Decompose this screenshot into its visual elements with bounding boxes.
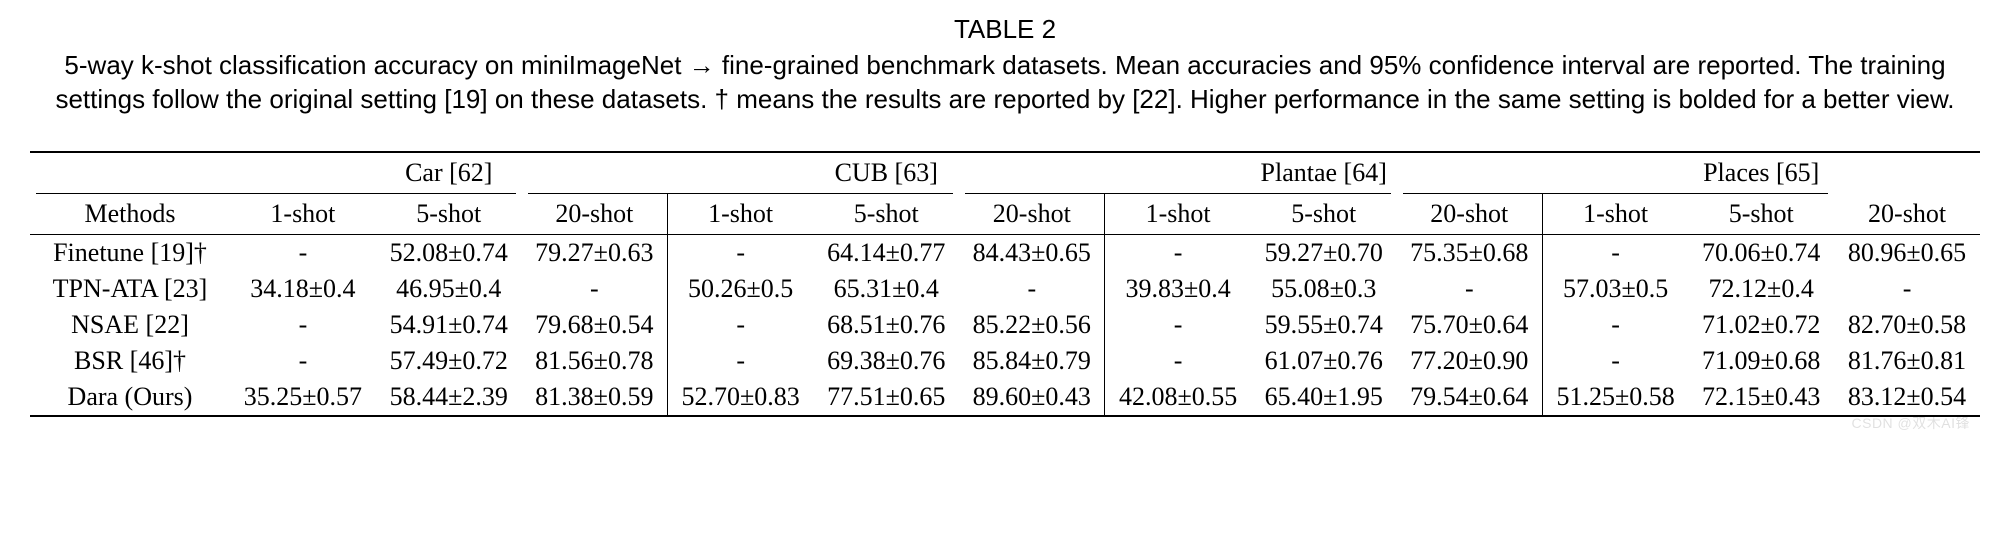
value-cell: 59.55±0.74 — [1251, 307, 1397, 343]
value-cell: 34.18±0.4 — [230, 271, 376, 307]
watermark: CSDN @双木AI锋 — [1852, 413, 1971, 433]
group-header-cub: CUB [63] — [667, 152, 1104, 193]
value-cell: - — [1397, 271, 1543, 307]
table-row: TPN-ATA [23]34.18±0.446.95±0.4-50.26±0.5… — [30, 271, 1980, 307]
value-cell: 65.31±0.4 — [813, 271, 959, 307]
value-cell: 79.54±0.64 — [1397, 379, 1543, 415]
value-cell: 70.06±0.74 — [1688, 235, 1834, 271]
value-cell: 57.49±0.72 — [376, 343, 522, 379]
col-20shot: 20-shot — [959, 194, 1105, 235]
group-header-plantae: Plantae [64] — [1105, 152, 1542, 193]
value-cell: 84.43±0.65 — [959, 235, 1105, 271]
value-cell: 80.96±0.65 — [1834, 235, 1980, 271]
col-1shot: 1-shot — [1542, 194, 1688, 235]
col-1shot: 1-shot — [1105, 194, 1251, 235]
value-cell: - — [959, 271, 1105, 307]
value-cell: 61.07±0.76 — [1251, 343, 1397, 379]
method-cell: TPN-ATA [23] — [30, 271, 230, 307]
group-header-places: Places [65] — [1542, 152, 1980, 193]
col-5shot: 5-shot — [1688, 194, 1834, 235]
value-cell: 81.56±0.78 — [522, 343, 668, 379]
method-cell: NSAE [22] — [30, 307, 230, 343]
page: TABLE 2 5-way k-shot classification accu… — [0, 0, 2010, 437]
value-cell: 85.22±0.56 — [959, 307, 1105, 343]
table-row: BSR [46]†-57.49±0.7281.56±0.78-69.38±0.7… — [30, 343, 1980, 379]
table-body: Finetune [19]†-52.08±0.7479.27±0.63-64.1… — [30, 235, 1980, 415]
methods-header-spacer: Methods — [30, 194, 230, 235]
value-cell: 54.91±0.74 — [376, 307, 522, 343]
value-cell: 75.70±0.64 — [1397, 307, 1543, 343]
value-cell: - — [230, 307, 376, 343]
method-cell: Dara (Ours) — [30, 379, 230, 415]
value-cell: - — [1542, 307, 1688, 343]
value-cell: - — [667, 343, 813, 379]
value-cell: 69.38±0.76 — [813, 343, 959, 379]
col-20shot: 20-shot — [1397, 194, 1543, 235]
value-cell: 64.14±0.77 — [813, 235, 959, 271]
value-cell: 77.51±0.65 — [813, 379, 959, 415]
value-cell: 42.08±0.55 — [1105, 379, 1251, 415]
table-header-shots: Methods 1-shot 5-shot 20-shot 1-shot 5-s… — [30, 194, 1980, 235]
value-cell: 72.12±0.4 — [1688, 271, 1834, 307]
col-5shot: 5-shot — [376, 194, 522, 235]
value-cell: 71.02±0.72 — [1688, 307, 1834, 343]
value-cell: 52.08±0.74 — [376, 235, 522, 271]
value-cell: 50.26±0.5 — [667, 271, 813, 307]
value-cell: 71.09±0.68 — [1688, 343, 1834, 379]
value-cell: - — [1105, 307, 1251, 343]
value-cell: 39.83±0.4 — [1105, 271, 1251, 307]
value-cell: 83.12±0.54 — [1834, 379, 1980, 415]
value-cell: 81.38±0.59 — [522, 379, 668, 415]
value-cell: - — [1542, 235, 1688, 271]
value-cell: 81.76±0.81 — [1834, 343, 1980, 379]
value-cell: - — [230, 235, 376, 271]
value-cell: 85.84±0.79 — [959, 343, 1105, 379]
value-cell: - — [1834, 271, 1980, 307]
value-cell: 58.44±2.39 — [376, 379, 522, 415]
value-cell: - — [1105, 235, 1251, 271]
value-cell: 57.03±0.5 — [1542, 271, 1688, 307]
col-20shot: 20-shot — [1834, 194, 1980, 235]
col-5shot: 5-shot — [1251, 194, 1397, 235]
value-cell: - — [667, 235, 813, 271]
method-cell: Finetune [19]† — [30, 235, 230, 271]
table-header-groups: Car [62] CUB [63] Plantae [64] Places [6… — [30, 152, 1980, 193]
col-1shot: 1-shot — [230, 194, 376, 235]
results-table: Car [62] CUB [63] Plantae [64] Places [6… — [30, 151, 1980, 417]
value-cell: 82.70±0.58 — [1834, 307, 1980, 343]
value-cell: 75.35±0.68 — [1397, 235, 1543, 271]
value-cell: 89.60±0.43 — [959, 379, 1105, 415]
value-cell: 65.40±1.95 — [1251, 379, 1397, 415]
value-cell: - — [230, 343, 376, 379]
group-header-car: Car [62] — [230, 152, 667, 193]
value-cell: 51.25±0.58 — [1542, 379, 1688, 415]
col-1shot: 1-shot — [667, 194, 813, 235]
value-cell: 68.51±0.76 — [813, 307, 959, 343]
value-cell: 72.15±0.43 — [1688, 379, 1834, 415]
col-5shot: 5-shot — [813, 194, 959, 235]
value-cell: 59.27±0.70 — [1251, 235, 1397, 271]
table-number: TABLE 2 — [30, 14, 1980, 45]
method-cell: BSR [46]† — [30, 343, 230, 379]
value-cell: - — [522, 271, 668, 307]
value-cell: 52.70±0.83 — [667, 379, 813, 415]
value-cell: 55.08±0.3 — [1251, 271, 1397, 307]
value-cell: 46.95±0.4 — [376, 271, 522, 307]
table-row: Dara (Ours)35.25±0.5758.44±2.3981.38±0.5… — [30, 379, 1980, 415]
table-caption: 5-way k-shot classification accuracy on … — [30, 49, 1980, 117]
value-cell: 77.20±0.90 — [1397, 343, 1543, 379]
value-cell: 79.68±0.54 — [522, 307, 668, 343]
value-cell: - — [667, 307, 813, 343]
methods-header — [30, 152, 230, 193]
value-cell: 79.27±0.63 — [522, 235, 668, 271]
value-cell: 35.25±0.57 — [230, 379, 376, 415]
col-20shot: 20-shot — [522, 194, 668, 235]
table-row: Finetune [19]†-52.08±0.7479.27±0.63-64.1… — [30, 235, 1980, 271]
value-cell: - — [1542, 343, 1688, 379]
value-cell: - — [1105, 343, 1251, 379]
table-row: NSAE [22]-54.91±0.7479.68±0.54-68.51±0.7… — [30, 307, 1980, 343]
